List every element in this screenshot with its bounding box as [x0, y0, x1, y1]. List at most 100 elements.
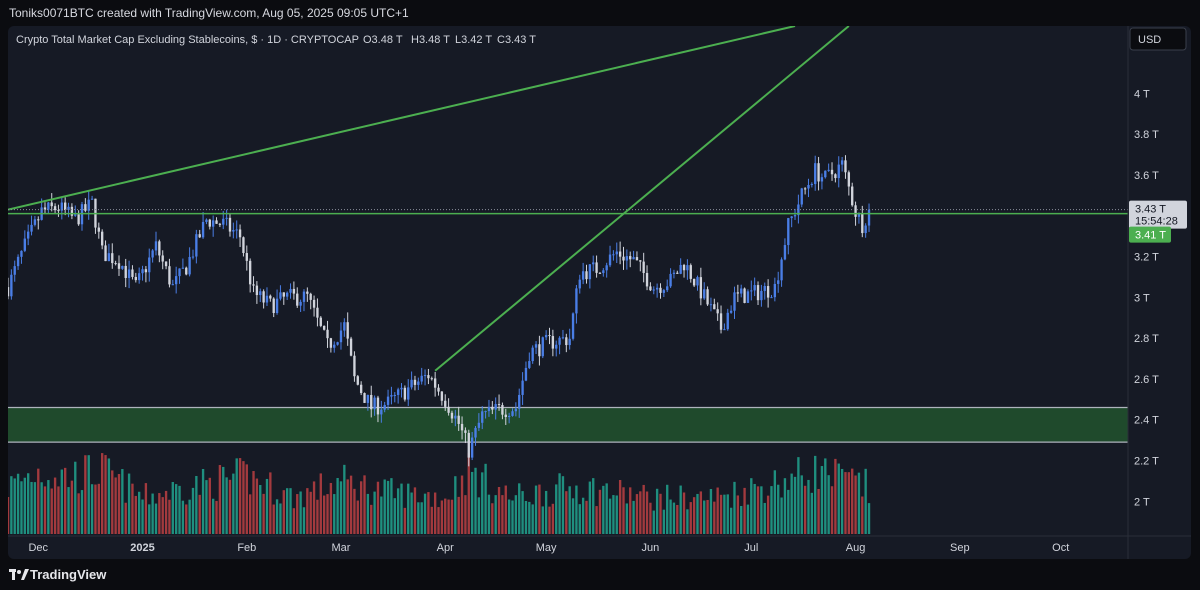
candle-body	[571, 313, 575, 339]
candle-body	[53, 206, 57, 211]
candle-body	[333, 344, 336, 348]
volume-bar	[534, 485, 538, 534]
volume-bar	[339, 481, 343, 534]
volume-bar	[326, 494, 329, 534]
volume-bar	[659, 493, 662, 534]
candle-body	[450, 412, 454, 419]
candle-body	[148, 257, 151, 273]
volume-bar	[454, 476, 457, 534]
candle-body	[474, 427, 477, 438]
volume-bar	[77, 493, 80, 534]
candle-body	[30, 224, 33, 232]
y-tick-label: 3.2 T	[1134, 252, 1159, 264]
chart-panel[interactable]: Crypto Total Market Cap Excluding Stable…	[8, 26, 1191, 559]
volume-bar	[760, 486, 763, 534]
candle-body	[57, 210, 60, 212]
candle-body	[551, 336, 555, 349]
volume-bar	[763, 502, 766, 534]
volume-bar	[359, 481, 363, 534]
candle-body	[279, 292, 282, 299]
volume-bar	[706, 499, 709, 534]
candle-body	[84, 204, 87, 211]
volume-bar	[279, 503, 282, 534]
volume-bar	[814, 455, 817, 534]
volume-bar	[857, 472, 861, 534]
volume-bar	[117, 474, 121, 534]
candle-body	[346, 322, 349, 339]
candle-body	[514, 408, 518, 412]
volume-bar	[137, 491, 141, 534]
candle-body	[218, 223, 222, 225]
volume-bar	[652, 510, 655, 534]
volume-bar	[407, 483, 410, 534]
candle-body	[174, 276, 178, 285]
volume-bar	[84, 455, 87, 534]
volume-bar	[228, 479, 232, 534]
candle-body	[605, 265, 608, 271]
candle-body	[773, 283, 777, 298]
y-tick-label: 2.4 T	[1134, 415, 1159, 427]
candle-body	[413, 379, 417, 385]
volume-bars	[8, 452, 871, 534]
volume-bar	[289, 488, 292, 534]
candle-body	[104, 245, 107, 262]
candle-body	[629, 256, 632, 260]
candle-body	[719, 313, 723, 330]
candle-body	[544, 335, 548, 338]
candle-body	[336, 342, 339, 345]
candle-body	[134, 276, 137, 281]
candle-body	[339, 330, 343, 343]
candle-body	[67, 206, 70, 210]
volume-bar	[467, 452, 470, 534]
candle-body	[77, 214, 80, 225]
candle-body	[289, 288, 292, 293]
volume-bar	[248, 494, 252, 534]
candles	[8, 155, 871, 467]
candle-body	[272, 298, 275, 314]
volume-bar	[861, 496, 864, 534]
volume-bar	[692, 497, 696, 534]
volume-bar	[370, 504, 373, 534]
candle-body	[834, 174, 837, 179]
volume-bar	[30, 481, 33, 534]
candle-body	[222, 218, 225, 225]
candle-body	[504, 414, 507, 418]
candle-body	[729, 310, 733, 313]
volume-bar	[225, 477, 228, 534]
candle-body	[117, 263, 121, 269]
volume-bar	[80, 490, 84, 534]
candle-body	[635, 257, 639, 261]
candle-body	[743, 288, 746, 303]
volume-bar	[834, 458, 837, 534]
tradingview-brand: TradingView	[30, 567, 107, 582]
candle-body	[686, 265, 689, 271]
volume-bar	[588, 481, 592, 534]
candle-body	[302, 291, 306, 302]
candle-body	[16, 256, 20, 267]
currency-button[interactable]	[1129, 27, 1187, 51]
candle-body	[363, 393, 366, 403]
candle-body	[390, 395, 393, 397]
candle-body	[830, 169, 834, 175]
volume-bar	[864, 468, 867, 534]
candle-body	[417, 381, 420, 385]
level-marker-badge	[1129, 226, 1171, 243]
volume-bar	[440, 500, 444, 534]
volume-bar	[501, 495, 504, 534]
volume-bar	[470, 471, 474, 534]
price-chart[interactable]: Crypto Total Market Cap Excluding Stable…	[8, 26, 1191, 559]
volume-bar	[134, 495, 137, 534]
volume-bar	[780, 497, 783, 534]
candle-body	[736, 292, 740, 294]
candle-body	[484, 411, 487, 413]
candle-body	[528, 361, 531, 368]
candle-body	[625, 256, 629, 261]
volume-bar	[548, 506, 551, 534]
volume-bar	[380, 496, 383, 534]
volume-bar	[740, 506, 743, 534]
candle-body	[585, 271, 588, 280]
volume-bar	[242, 461, 245, 534]
volume-bar	[13, 478, 16, 534]
volume-bar	[507, 499, 511, 534]
candle-body	[144, 269, 148, 273]
